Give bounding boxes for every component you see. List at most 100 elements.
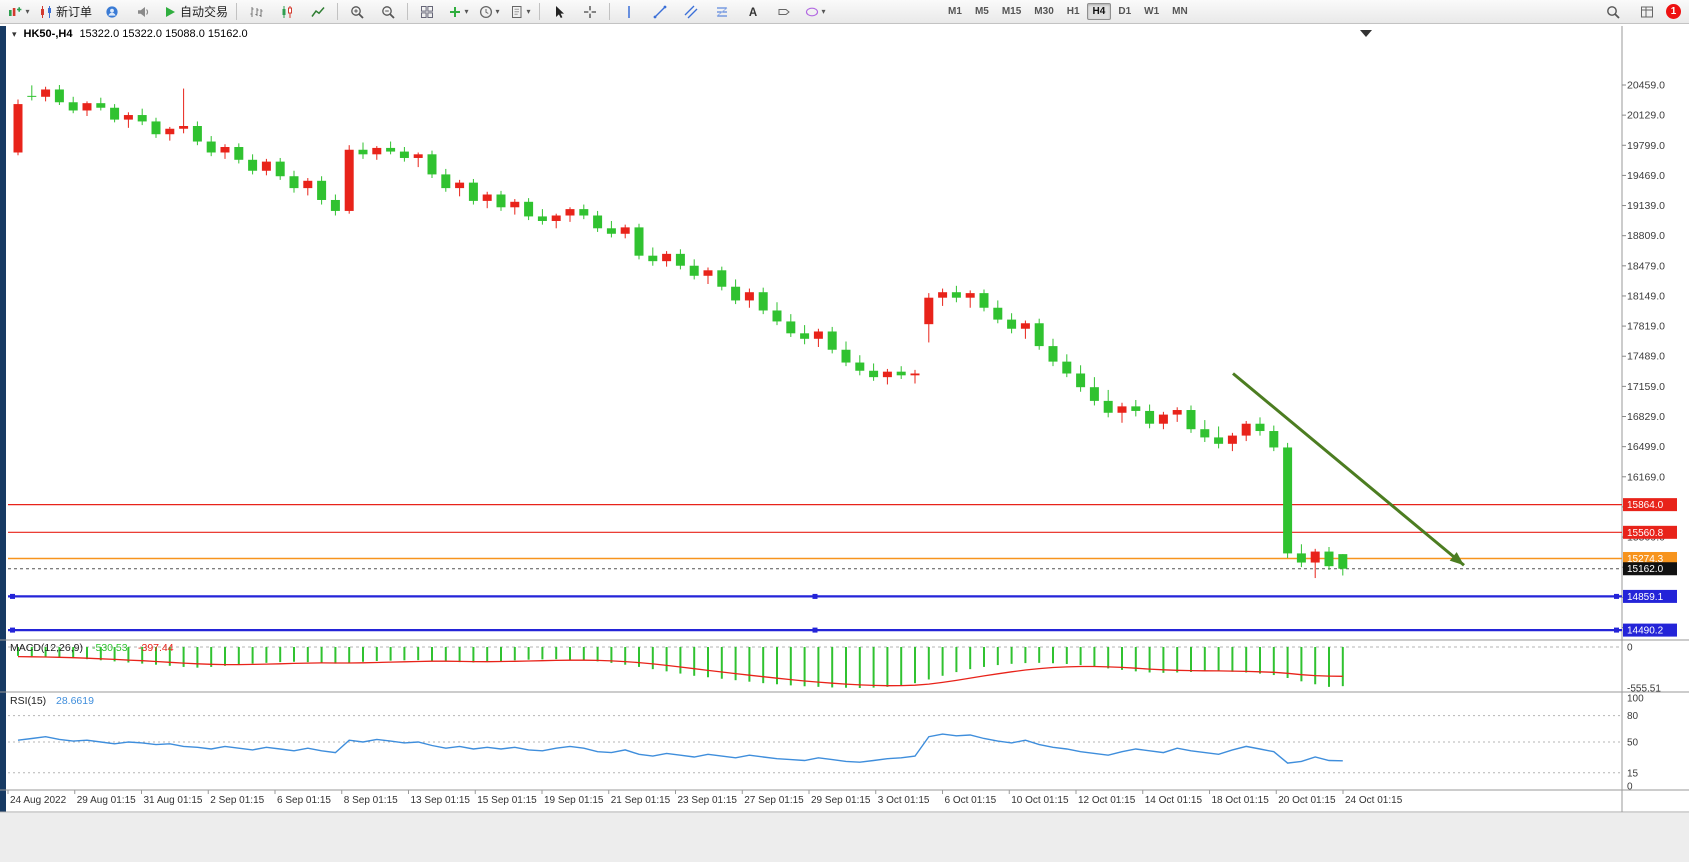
toolbar: ▾ 新订单 自动交易	[0, 0, 1689, 24]
support-line-orange-price-tag	[1623, 551, 1677, 565]
algo-trading-button[interactable]: 自动交易	[159, 1, 232, 23]
data-window-button[interactable]	[1632, 1, 1662, 23]
candlestick-chart-button[interactable]	[272, 1, 302, 23]
timeframe-h4[interactable]: H4	[1086, 3, 1112, 20]
shapes-button[interactable]: ▾	[800, 1, 830, 23]
price-tick-label: 17819.0	[1627, 321, 1665, 333]
candle-body	[1227, 435, 1237, 444]
time-periods-button[interactable]: ▾	[474, 1, 504, 23]
support-line-blue-2-handle[interactable]	[10, 627, 15, 633]
candle-body	[855, 362, 865, 371]
candle-body	[510, 201, 520, 208]
price-tick-label: 17159.0	[1627, 381, 1665, 393]
search-button[interactable]	[1598, 1, 1628, 23]
candle-body	[772, 310, 782, 322]
notification-badge[interactable]: 1	[1666, 4, 1681, 19]
zoom-in-icon	[351, 5, 364, 19]
bar-chart-button[interactable]	[241, 1, 271, 23]
macd-scale-zero: 0	[1627, 643, 1633, 654]
candle-body	[827, 331, 837, 350]
line-chart-button[interactable]	[303, 1, 333, 23]
trendline-button[interactable]	[645, 1, 675, 23]
community-button[interactable]	[97, 1, 127, 23]
time-axis-label: 15 Sep 01:15	[477, 795, 537, 806]
candle-body	[220, 147, 230, 153]
tile-windows-button[interactable]	[412, 1, 442, 23]
text-button[interactable]: A	[738, 1, 768, 23]
fibonacci-button[interactable]	[707, 1, 737, 23]
candle-body	[96, 103, 106, 108]
support-line-blue-1-handle[interactable]	[812, 593, 818, 599]
support-line-blue-2-handle[interactable]	[812, 627, 818, 633]
candle-body	[841, 349, 851, 363]
search-icon	[1607, 5, 1620, 19]
chart-collapse-icon[interactable]: ▾	[12, 28, 17, 39]
candle-body	[1131, 406, 1141, 411]
time-axis-label: 13 Sep 01:15	[411, 795, 471, 806]
cursor-icon	[556, 5, 565, 18]
zoom-in-button[interactable]	[342, 1, 372, 23]
candle-body	[620, 227, 630, 234]
zoom-out-button[interactable]	[373, 1, 403, 23]
timeframe-w1[interactable]: W1	[1144, 6, 1160, 17]
support-line-blue-1-handle[interactable]	[10, 593, 15, 599]
rsi-scale-label: 15	[1627, 768, 1639, 779]
timeframe-m5[interactable]: M5	[974, 6, 989, 17]
candle-body	[275, 161, 285, 177]
new-order-button[interactable]: 新订单	[35, 1, 96, 23]
resistance-line-1-price-tag-label: 15864.0	[1627, 500, 1664, 511]
timeframe-mn[interactable]: MN	[1172, 6, 1188, 17]
trend-arrow-line[interactable]	[1232, 372, 1465, 567]
time-axis-label: 21 Sep 01:15	[611, 795, 671, 806]
timeframe-m1[interactable]: M1	[948, 6, 962, 17]
timeframe-m30[interactable]: M30	[1034, 6, 1054, 17]
new-order-label: 新订单	[56, 5, 93, 19]
timeframe-d1[interactable]: D1	[1118, 6, 1132, 17]
candle-body	[951, 292, 961, 298]
chart-shift-marker-icon[interactable]	[1360, 30, 1372, 37]
cursor-button[interactable]	[544, 1, 574, 23]
toolbar-separator	[407, 3, 409, 20]
candle-body	[455, 182, 465, 189]
resistance-line-1-price-tag	[1623, 498, 1677, 512]
price-tick-label: 20459.0	[1627, 80, 1665, 92]
candle-body	[1020, 323, 1030, 329]
toolbar-separator	[539, 3, 541, 20]
tile-windows-icon	[421, 5, 434, 18]
equidistant-channel-button[interactable]	[676, 1, 706, 23]
support-line-blue-1-handle[interactable]	[1614, 593, 1619, 599]
time-axis-label: 24 Aug 2022	[10, 795, 67, 806]
candle-body	[924, 297, 934, 325]
trend-arrow-head[interactable]	[1449, 552, 1464, 566]
price-tick-label: 19139.0	[1627, 200, 1665, 212]
candle-body	[579, 209, 589, 216]
candle-body	[358, 149, 368, 155]
candle-body	[1145, 410, 1155, 424]
chevron-down-icon: ▾	[25, 6, 30, 16]
price-chart-svg: 20459.0 20129.0 19799.0 19469.0 19139.0 18809…	[0, 24, 1689, 862]
candle-body	[1241, 423, 1251, 436]
timeframe-m15[interactable]: M15	[1001, 6, 1022, 17]
candle-body	[54, 89, 64, 103]
vertical-line-icon	[628, 5, 630, 18]
time-axis-label: 12 Oct 01:15	[1078, 795, 1136, 806]
current-price-line-price-tag	[1623, 562, 1677, 576]
candle-body	[399, 151, 409, 158]
label-button[interactable]	[769, 1, 799, 23]
chart-window: ▾ HK50-,H4 15322.0 15322.0 15088.0 15162…	[0, 24, 1689, 862]
price-tick-label: 19799.0	[1627, 140, 1665, 152]
announcement-button[interactable]	[128, 1, 158, 23]
timeframe-h1[interactable]: H1	[1066, 6, 1080, 17]
indicators-button[interactable]: ▾	[443, 1, 473, 23]
candle-body	[882, 371, 892, 378]
trendline-icon	[653, 5, 667, 18]
chart-background	[0, 24, 1689, 862]
new-chart-button[interactable]: ▾	[4, 1, 34, 23]
templates-button[interactable]: ▾	[505, 1, 535, 23]
rsi-scale-label: 100	[1627, 694, 1644, 705]
candle-body	[206, 141, 216, 153]
crosshair-button[interactable]	[575, 1, 605, 23]
candle-body	[938, 292, 948, 298]
support-line-blue-2-handle[interactable]	[1614, 627, 1619, 633]
vertical-line-button[interactable]	[614, 1, 644, 23]
